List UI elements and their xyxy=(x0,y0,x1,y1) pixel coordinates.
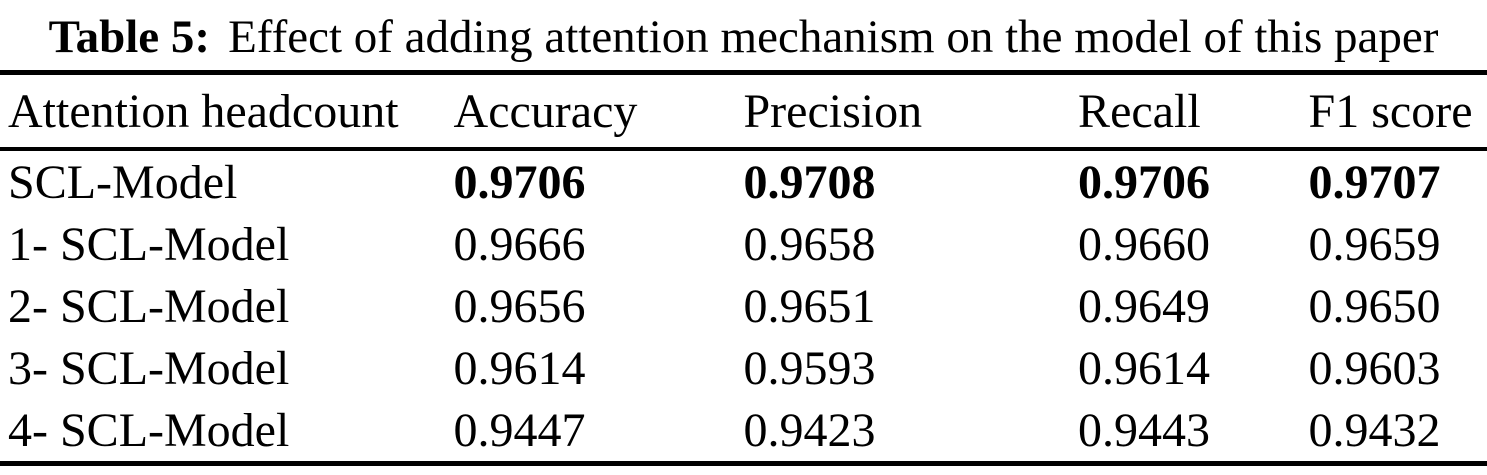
table-cell-recall: 0.9706 xyxy=(1078,155,1211,209)
table-row: 2- SCL-Model 0.9656 0.9651 0.9649 0.9650 xyxy=(0,275,1487,337)
table-cell-recall: 0.9649 xyxy=(1078,279,1211,333)
table-row: SCL-Model 0.9706 0.9708 0.9706 0.9707 xyxy=(0,149,1487,213)
table-cell-accuracy: 0.9706 xyxy=(453,155,586,209)
table-cell-f1-score: 0.9432 xyxy=(1308,403,1441,457)
row-label: 4- SCL-Model xyxy=(8,403,290,457)
table-cell-f1-score: 0.9603 xyxy=(1308,341,1441,395)
table-caption-label: Table 5: xyxy=(48,11,211,63)
table-caption: Table 5: Effect of adding attention mech… xyxy=(0,0,1487,70)
table-cell-accuracy: 0.9666 xyxy=(453,217,586,271)
row-label: 3- SCL-Model xyxy=(8,341,290,395)
row-label: 2- SCL-Model xyxy=(8,279,290,333)
column-header-accuracy: Accuracy xyxy=(453,72,744,151)
table-cell-f1-score: 0.9659 xyxy=(1308,217,1441,271)
table-row: 4- SCL-Model 0.9447 0.9423 0.9443 0.9432 xyxy=(0,399,1487,464)
table-cell-precision: 0.9651 xyxy=(743,279,876,333)
table-row: 3- SCL-Model 0.9614 0.9593 0.9614 0.9603 xyxy=(0,337,1487,399)
table-cell-recall: 0.9443 xyxy=(1078,403,1211,457)
table-cell-recall: 0.9660 xyxy=(1078,217,1211,271)
table-cell-precision: 0.9708 xyxy=(743,155,876,209)
column-header-recall: Recall xyxy=(1078,72,1309,151)
column-header-precision: Precision xyxy=(743,72,1079,151)
table-caption-text: Effect of adding attention mechanism on … xyxy=(228,11,1439,63)
table-cell-precision: 0.9423 xyxy=(743,403,876,457)
results-table: Attention headcount Accuracy Precision R… xyxy=(0,70,1487,466)
row-label: SCL-Model xyxy=(8,155,238,209)
table-cell-f1-score: 0.9707 xyxy=(1308,155,1441,209)
table-header-row: Attention headcount Accuracy Precision R… xyxy=(0,72,1487,151)
table-cell-precision: 0.9593 xyxy=(743,341,876,395)
column-header-attention-headcount: Attention headcount xyxy=(0,72,454,151)
table-cell-accuracy: 0.9656 xyxy=(453,279,586,333)
table-cell-accuracy: 0.9614 xyxy=(453,341,586,395)
table-row: 1- SCL-Model 0.9666 0.9658 0.9660 0.9659 xyxy=(0,213,1487,275)
row-label: 1- SCL-Model xyxy=(8,217,290,271)
table-cell-precision: 0.9658 xyxy=(743,217,876,271)
column-header-f1-score: F1 score xyxy=(1308,72,1487,151)
table-cell-accuracy: 0.9447 xyxy=(453,403,586,457)
table-cell-recall: 0.9614 xyxy=(1078,341,1211,395)
table-cell-f1-score: 0.9650 xyxy=(1308,279,1441,333)
